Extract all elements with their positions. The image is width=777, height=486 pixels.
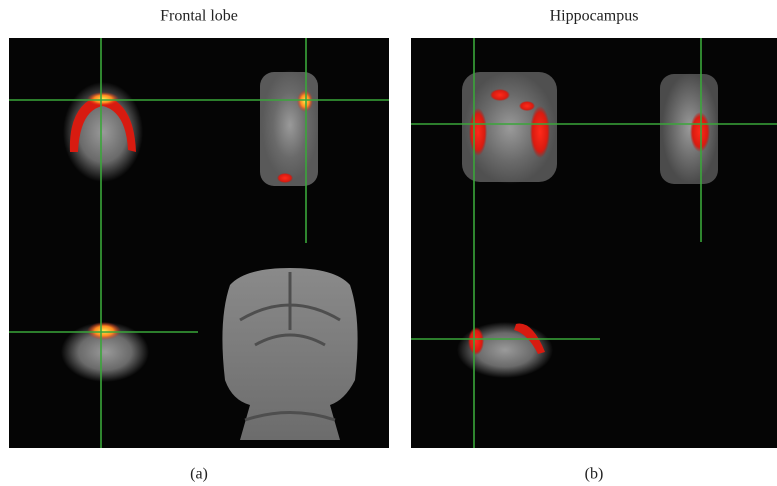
panel-a-image	[9, 38, 389, 448]
panel-title: Hippocampus	[550, 8, 639, 25]
panel-b-image	[411, 38, 777, 448]
figure: Frontal lobe Hippocampus	[0, 0, 777, 486]
panel-title: Frontal lobe	[160, 8, 238, 25]
panel-label: (a)	[190, 466, 208, 483]
panel-label: (b)	[585, 466, 604, 483]
